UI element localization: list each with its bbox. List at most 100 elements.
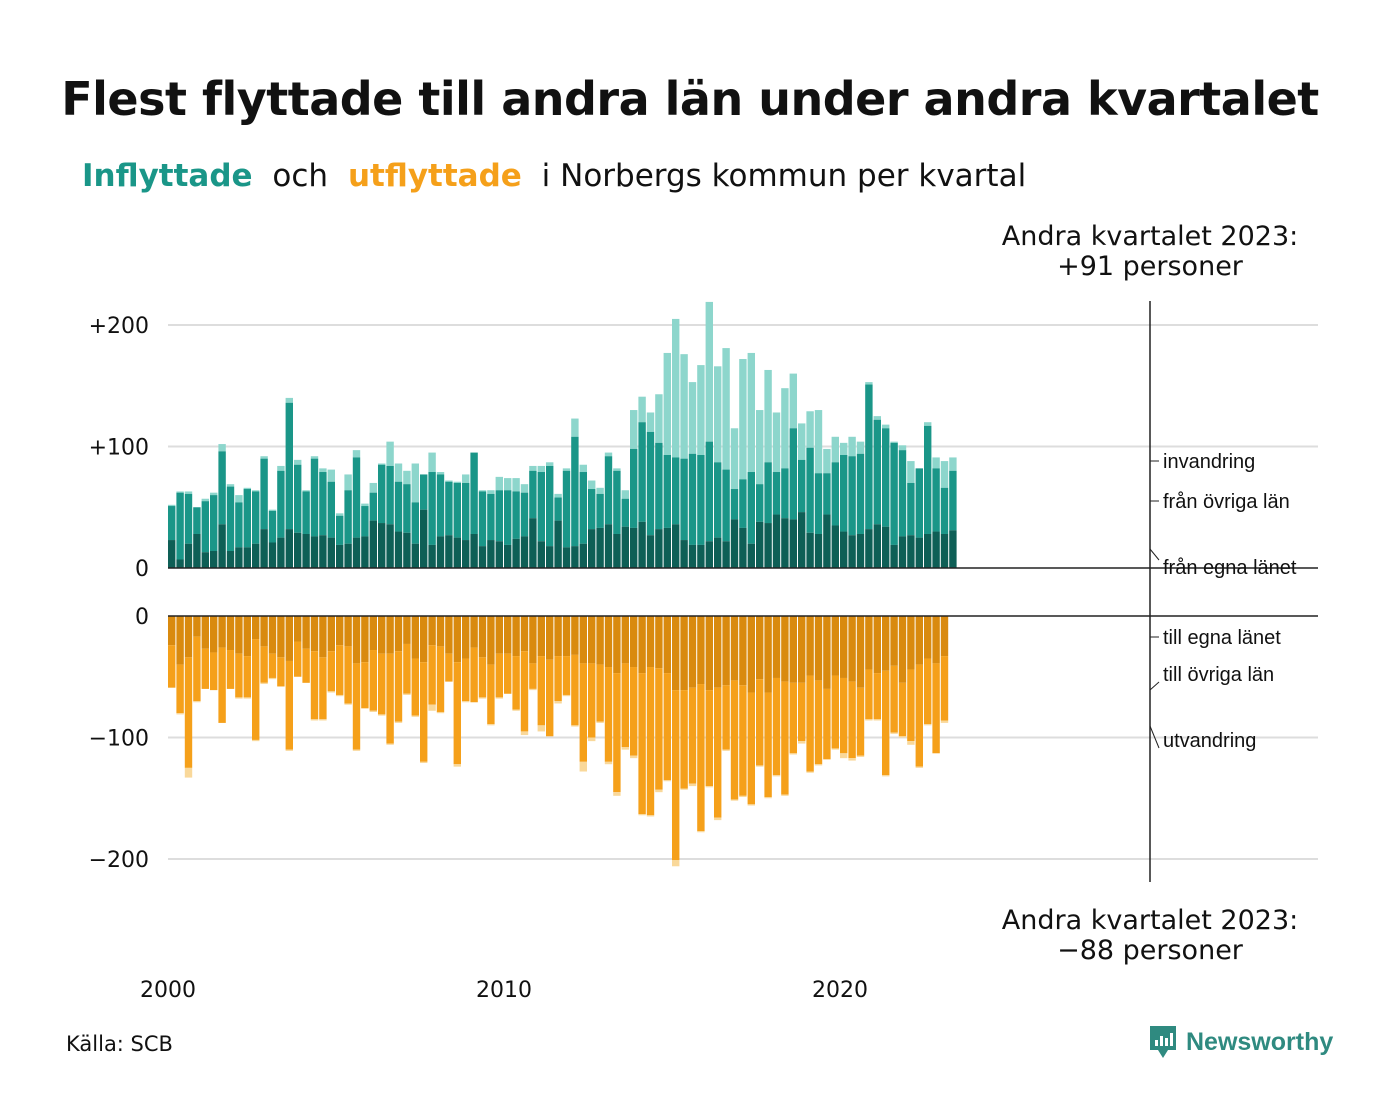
- bar-out-ovriga: [882, 670, 890, 776]
- bar-in-ovriga: [831, 462, 839, 526]
- bar-in-egna: [680, 540, 688, 568]
- bar-in-egna: [428, 544, 436, 568]
- bar-out-egna: [596, 616, 604, 665]
- bar-out-ovriga: [294, 641, 302, 677]
- bar-out-egna: [176, 616, 184, 665]
- bar-in-invandring: [319, 468, 327, 473]
- bar-in-invandring: [949, 457, 957, 471]
- bar-in-ovriga: [772, 472, 781, 515]
- bar-in-invandring: [756, 410, 764, 485]
- bar-out-utvandring: [176, 713, 184, 715]
- bar-in-invandring: [310, 456, 319, 459]
- bar-out-ovriga: [394, 651, 403, 722]
- bar-out-egna: [873, 616, 881, 674]
- bar-in-invandring: [252, 490, 260, 492]
- bar-out-ovriga: [470, 647, 478, 703]
- bar-in-invandring: [630, 410, 638, 449]
- bar-out-utvandring: [235, 697, 243, 699]
- bar-in-egna: [655, 529, 663, 568]
- bar-in-ovriga: [747, 472, 755, 544]
- bar-in-ovriga: [386, 465, 394, 525]
- bar-in-ovriga: [420, 474, 428, 510]
- bar-in-egna: [697, 544, 705, 568]
- bar-in-egna: [823, 514, 831, 568]
- bar-in-invandring: [445, 480, 453, 482]
- bar-in-ovriga: [663, 455, 671, 528]
- bar-in-ovriga: [201, 501, 209, 553]
- bar-out-ovriga: [235, 653, 243, 698]
- bar-out-ovriga: [806, 675, 814, 772]
- bar-out-utvandring: [840, 753, 848, 759]
- bar-out-egna: [302, 616, 310, 649]
- legend-label-out: utvandring: [1163, 730, 1256, 752]
- bar-in-egna: [310, 536, 319, 568]
- x-tick-label: 2010: [476, 978, 532, 1003]
- bar-in-invandring: [386, 441, 394, 466]
- bar-in-invandring: [798, 423, 806, 460]
- bar-out-ovriga: [378, 653, 386, 715]
- bar-out-ovriga: [319, 657, 327, 720]
- bar-out-egna: [504, 616, 512, 654]
- bar-in-egna: [898, 536, 907, 568]
- bar-out-utvandring: [378, 714, 386, 716]
- bar-in-egna: [831, 525, 839, 568]
- bar-in-invandring: [680, 354, 688, 459]
- bar-out-utvandring: [613, 792, 621, 796]
- bar-in-egna: [462, 540, 470, 568]
- bar-out-utvandring: [680, 788, 688, 790]
- bar-in-egna: [319, 535, 327, 568]
- bar-in-ovriga: [470, 452, 478, 534]
- bar-in-invandring: [823, 448, 831, 474]
- bar-in-egna: [336, 544, 344, 568]
- bar-in-ovriga: [932, 468, 940, 532]
- bar-out-egna: [294, 616, 302, 642]
- bar-in-ovriga: [949, 470, 957, 531]
- bar-in-invandring: [394, 463, 403, 482]
- bar-out-utvandring: [856, 755, 865, 757]
- bar-out-egna: [394, 616, 403, 652]
- bar-out-ovriga: [537, 656, 545, 726]
- bar-out-ovriga: [512, 656, 520, 710]
- bar-out-ovriga: [915, 664, 923, 767]
- bar-out-utvandring: [554, 701, 562, 704]
- bar-in-egna: [453, 537, 461, 568]
- bar-in-egna: [478, 546, 487, 568]
- bar-in-invandring: [856, 441, 865, 454]
- bar-out-ovriga: [352, 663, 361, 750]
- bar-in-ovriga: [571, 436, 579, 547]
- bar-out-utvandring: [428, 704, 436, 711]
- bar-out-egna: [344, 616, 352, 647]
- bar-in-invandring: [268, 509, 277, 511]
- brand-logo[interactable]: Newsworthy: [1148, 1024, 1333, 1060]
- bar-out-utvandring: [722, 749, 730, 751]
- bar-out-egna: [705, 616, 713, 691]
- bar-out-ovriga: [218, 647, 226, 723]
- bar-out-utvandring: [529, 688, 537, 691]
- bar-out-utvandring: [184, 767, 193, 778]
- bar-out-ovriga: [478, 657, 487, 698]
- bar-out-egna: [562, 616, 571, 657]
- annotation-bottom-line1: Andra kvartalet 2023:: [1001, 905, 1299, 936]
- bar-out-ovriga: [361, 662, 369, 709]
- bar-in-invandring: [184, 491, 193, 494]
- bar-in-egna: [529, 518, 537, 568]
- bar-in-egna: [302, 533, 310, 568]
- bar-in-invandring: [520, 484, 529, 493]
- bar-in-ovriga: [672, 457, 680, 525]
- bar-out-egna: [604, 616, 613, 668]
- bar-in-ovriga: [840, 455, 848, 532]
- bar-out-ovriga: [890, 665, 898, 733]
- bar-out-egna: [730, 616, 739, 681]
- bar-in-ovriga: [302, 491, 310, 534]
- bar-out-utvandring: [789, 753, 797, 755]
- bar-out-utvandring: [915, 766, 923, 768]
- bar-in-invandring: [336, 513, 344, 516]
- bar-in-egna: [688, 544, 697, 568]
- bar-out-egna: [310, 616, 319, 652]
- bar-out-ovriga: [840, 677, 848, 754]
- bar-in-egna: [210, 550, 218, 568]
- bar-out-egna: [226, 616, 235, 651]
- bar-in-egna: [394, 531, 403, 568]
- bar-in-ovriga: [705, 441, 713, 542]
- bar-in-invandring: [781, 388, 789, 469]
